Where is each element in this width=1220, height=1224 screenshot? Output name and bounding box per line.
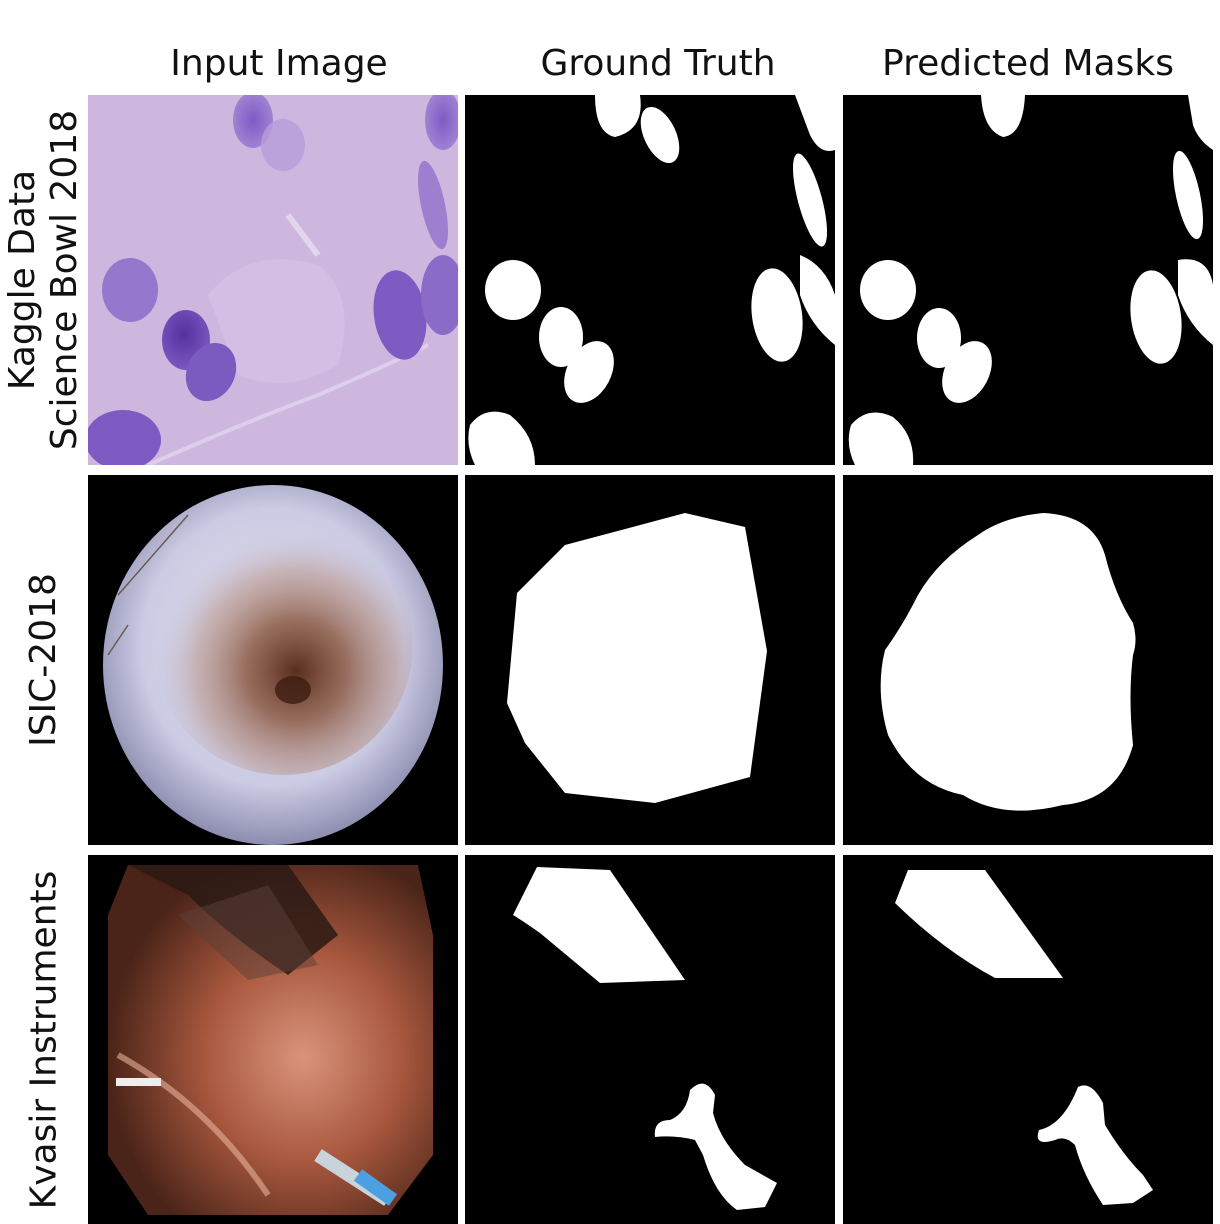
predicted-mask-isic bbox=[843, 475, 1213, 845]
ground-truth-mask-isic bbox=[465, 475, 835, 845]
input-image-isic bbox=[88, 475, 458, 845]
column-header-predicted-masks: Predicted Masks bbox=[882, 43, 1174, 84]
ground-truth-mask-kvasir bbox=[465, 855, 835, 1224]
row-label-kaggle: Kaggle Data Science Bowl 2018 bbox=[0, 95, 88, 465]
row-label-isic-line1: ISIC-2018 bbox=[23, 573, 64, 747]
row-label-isic: ISIC-2018 bbox=[0, 475, 88, 845]
row-label-kvasir: Kvasir Instruments bbox=[0, 855, 88, 1224]
input-image-kvasir bbox=[88, 855, 458, 1224]
row-label-kaggle-line1: Kaggle Data bbox=[2, 169, 44, 391]
input-image-kaggle bbox=[88, 95, 458, 465]
ground-truth-mask-kaggle bbox=[465, 95, 835, 465]
predicted-mask-kaggle bbox=[843, 95, 1213, 465]
column-header-ground-truth: Ground Truth bbox=[540, 43, 776, 84]
row-label-kvasir-line1: Kvasir Instruments bbox=[23, 870, 64, 1209]
column-header-input-image: Input Image bbox=[170, 43, 388, 84]
row-label-kaggle-line2: Science Bowl 2018 bbox=[44, 109, 86, 451]
predicted-mask-kvasir bbox=[843, 855, 1213, 1224]
